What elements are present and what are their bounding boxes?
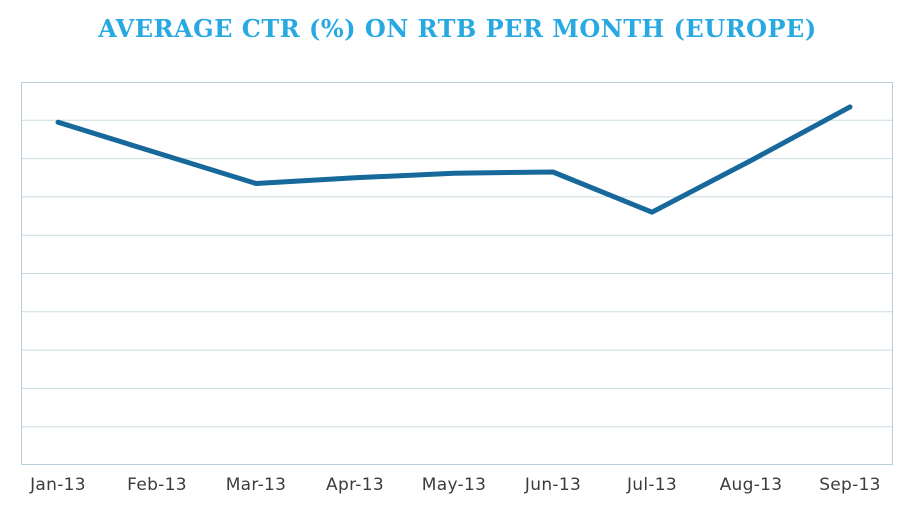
x-axis-label: Sep-13 bbox=[819, 475, 881, 495]
x-axis-label: Jun-13 bbox=[524, 475, 582, 495]
plot-area bbox=[21, 82, 893, 465]
x-axis-label: May-13 bbox=[421, 475, 487, 495]
line-chart bbox=[21, 82, 893, 465]
x-axis-label: Jul-13 bbox=[626, 475, 678, 495]
chart-title: AVERAGE CTR (%) ON RTB PER MONTH (EUROPE… bbox=[98, 14, 817, 43]
x-axis-label: Apr-13 bbox=[326, 475, 384, 495]
x-axis-label: Mar-13 bbox=[225, 475, 287, 495]
x-axis-label: Feb-13 bbox=[127, 475, 187, 495]
data-line bbox=[55, 104, 853, 215]
x-axis-label: Jan-13 bbox=[30, 475, 86, 495]
x-axis-label: Aug-13 bbox=[719, 475, 783, 495]
